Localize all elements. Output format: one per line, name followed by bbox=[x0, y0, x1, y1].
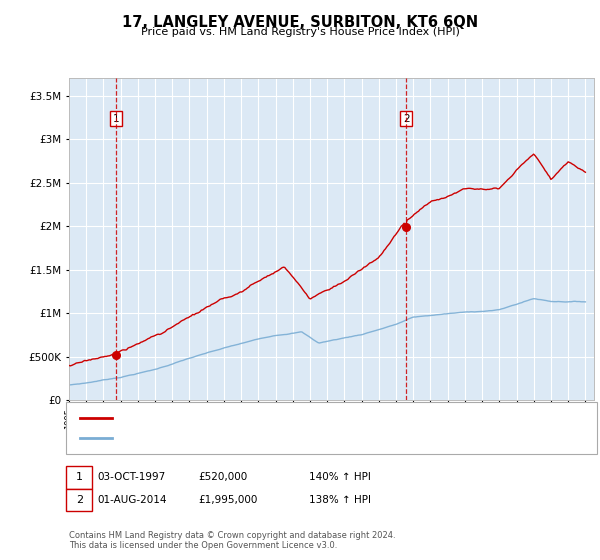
Text: 03-OCT-1997: 03-OCT-1997 bbox=[98, 472, 166, 482]
Text: 17, LANGLEY AVENUE, SURBITON, KT6 6QN (detached house): 17, LANGLEY AVENUE, SURBITON, KT6 6QN (d… bbox=[118, 413, 418, 423]
Text: 2: 2 bbox=[403, 114, 409, 124]
Text: 01-AUG-2014: 01-AUG-2014 bbox=[98, 494, 167, 505]
Text: 1: 1 bbox=[113, 114, 119, 124]
Text: 2: 2 bbox=[76, 494, 83, 505]
Text: Price paid vs. HM Land Registry's House Price Index (HPI): Price paid vs. HM Land Registry's House … bbox=[140, 27, 460, 37]
Text: £520,000: £520,000 bbox=[198, 472, 247, 482]
Text: 140% ↑ HPI: 140% ↑ HPI bbox=[309, 472, 371, 482]
Text: 1: 1 bbox=[76, 472, 83, 482]
Text: 17, LANGLEY AVENUE, SURBITON, KT6 6QN: 17, LANGLEY AVENUE, SURBITON, KT6 6QN bbox=[122, 15, 478, 30]
Text: £1,995,000: £1,995,000 bbox=[198, 494, 257, 505]
Text: HPI: Average price, detached house, Kingston upon Thames: HPI: Average price, detached house, King… bbox=[118, 433, 412, 443]
Text: Contains HM Land Registry data © Crown copyright and database right 2024.
This d: Contains HM Land Registry data © Crown c… bbox=[69, 530, 395, 550]
Text: 138% ↑ HPI: 138% ↑ HPI bbox=[309, 494, 371, 505]
